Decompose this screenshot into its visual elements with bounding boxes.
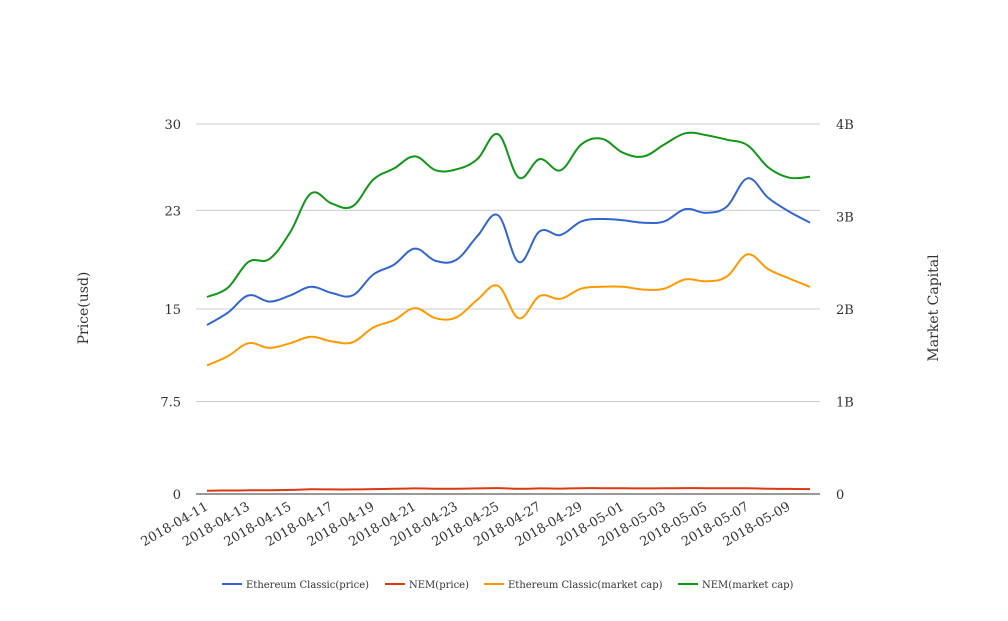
series-line-nem-market-cap bbox=[206, 131, 811, 298]
legend-label: NEM(market cap) bbox=[702, 580, 794, 591]
right-axis-ticks: 0 1B 2B 3B 4B bbox=[836, 118, 854, 503]
right-tick-label: 4B bbox=[836, 118, 854, 133]
legend-label: NEM(price) bbox=[409, 580, 469, 591]
gridlines bbox=[196, 123, 820, 402]
right-tick-label: 1B bbox=[836, 396, 854, 411]
left-tick-label: 23 bbox=[164, 204, 181, 219]
series-line-ethereum-classic-price bbox=[206, 177, 811, 326]
right-tick-label: 0 bbox=[836, 488, 844, 503]
x-axis-ticks: 2018-04-112018-04-132018-04-152018-04-17… bbox=[139, 499, 794, 549]
left-tick-label: 0 bbox=[173, 488, 181, 503]
legend-label: Ethereum Classic(market cap) bbox=[508, 580, 663, 591]
left-axis-ticks: 0 7.5 15 23 30 bbox=[160, 118, 181, 503]
left-tick-label: 15 bbox=[164, 303, 181, 318]
legend-item-ethereum-classic-price[interactable]: Ethereum Classic(price) bbox=[222, 580, 369, 591]
legend-label: Ethereum Classic(price) bbox=[246, 580, 369, 591]
left-tick-label: 7.5 bbox=[160, 396, 181, 411]
legend-item-ethereum-classic-market-cap[interactable]: Ethereum Classic(market cap) bbox=[484, 580, 663, 591]
right-tick-label: 2B bbox=[836, 303, 854, 318]
series-lines bbox=[206, 131, 811, 492]
legend[interactable]: Ethereum Classic(price) NEM(price) Ethereu… bbox=[222, 580, 794, 591]
legend-item-nem-market-cap[interactable]: NEM(market cap) bbox=[678, 580, 794, 591]
series-line-ethereum-classic-market-cap bbox=[206, 253, 811, 367]
legend-item-nem-price[interactable]: NEM(price) bbox=[385, 580, 469, 591]
left-tick-label: 30 bbox=[164, 118, 181, 133]
left-axis-title: Price(usd) bbox=[76, 272, 92, 345]
series-line-nem-price bbox=[206, 487, 811, 492]
right-axis-title: Market Capital bbox=[926, 254, 942, 362]
right-tick-label: 3B bbox=[836, 211, 854, 226]
